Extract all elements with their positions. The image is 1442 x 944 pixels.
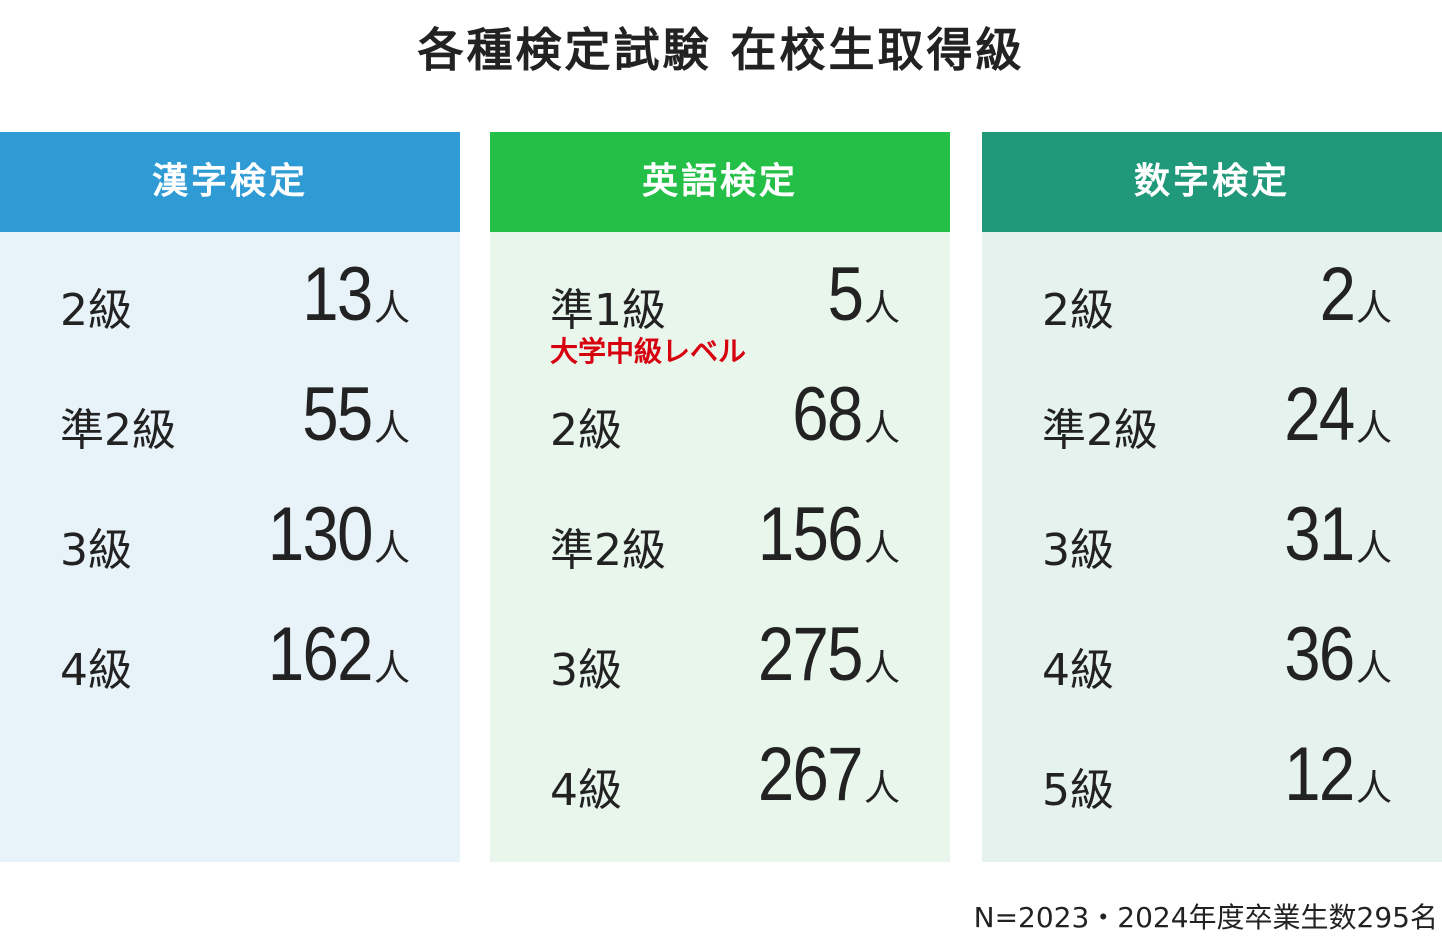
count-group: 5人 [822, 251, 900, 338]
count: 55 [302, 372, 374, 457]
title: 各種検定試験 在校生取得級 [417, 23, 1025, 77]
count-group: 156人 [741, 491, 900, 578]
row: 準2級 55人 [0, 372, 460, 472]
count: 68 [792, 372, 864, 457]
count: 2 [1319, 252, 1355, 337]
level-note: 大学中級レベル [550, 335, 747, 368]
count: 12 [1284, 732, 1356, 817]
grade: 4級 [1042, 645, 1114, 696]
unit: 人 [373, 288, 410, 329]
count-group: 162人 [251, 611, 410, 698]
unit: 人 [1355, 288, 1392, 329]
row: 準1級 5人大学中級レベル [490, 251, 950, 368]
unit: 人 [863, 288, 900, 329]
unit: 人 [1355, 768, 1392, 809]
count-group: 13人 [291, 251, 410, 338]
grade: 3級 [1042, 525, 1114, 576]
row: 4級 36人 [982, 612, 1442, 712]
unit: 人 [863, 408, 900, 449]
unit: 人 [863, 528, 900, 569]
count-group: 12人 [1273, 731, 1392, 818]
row: 3級 130人 [0, 492, 460, 592]
row: 5級 12人 [982, 732, 1442, 832]
grade: 2級 [1042, 285, 1114, 336]
count-group: 36人 [1273, 611, 1392, 698]
count-group: 275人 [741, 611, 900, 698]
row: 2級 2人 [982, 252, 1442, 352]
panel-header: 数字検定 [982, 132, 1442, 232]
unit: 人 [1355, 408, 1392, 449]
row: 3級 31人 [982, 492, 1442, 592]
unit: 人 [373, 648, 410, 689]
panel: 数字検定 2級 2人 準2級 24人 3級 31人 4級 36人 5級 12人 [982, 132, 1442, 862]
row: 準2級 156人 [490, 492, 950, 592]
grade: 3級 [550, 645, 622, 696]
count: 130 [268, 492, 374, 577]
grade: 準1級 [550, 285, 666, 336]
count-group: 130人 [251, 491, 410, 578]
row: 2級 13人 [0, 252, 460, 352]
row: 準2級 24人 [982, 372, 1442, 472]
panel: 英語検定 準1級 5人 大学中級レベル 2級 68人 準2級 156人 3級 275人 4級 267人 [490, 132, 950, 862]
count: 267 [758, 732, 864, 817]
unit: 人 [863, 768, 900, 809]
count-group: 2人 [1314, 251, 1392, 338]
grade: 3級 [60, 525, 132, 576]
unit: 人 [863, 648, 900, 689]
grade: 5級 [1042, 765, 1114, 816]
count: 156 [758, 492, 864, 577]
count: 162 [268, 612, 374, 697]
grade: 準2級 [1042, 405, 1158, 456]
footnote: N=2023・2024年度卒業生数295名 [973, 901, 1438, 934]
row: 4級 267人 [490, 732, 950, 832]
count-group: 68人 [781, 371, 900, 458]
count: 36 [1284, 612, 1356, 697]
count: 275 [758, 612, 864, 697]
grade: 準2級 [550, 525, 666, 576]
unit: 人 [1355, 648, 1392, 689]
count-group: 267人 [741, 731, 900, 818]
row: 4級 162人 [0, 612, 460, 712]
unit: 人 [373, 528, 410, 569]
grade: 4級 [60, 645, 132, 696]
panel-header: 漢字検定 [0, 132, 460, 232]
unit: 人 [373, 408, 410, 449]
grade: 2級 [60, 285, 132, 336]
panel-header: 英語検定 [490, 132, 950, 232]
count-group: 31人 [1273, 491, 1392, 578]
count: 24 [1284, 372, 1356, 457]
row: 2級 68人 [490, 372, 950, 472]
grade: 準2級 [60, 405, 176, 456]
row: 3級 275人 [490, 612, 950, 712]
panel: 漢字検定 2級 13人 準2級 55人 3級 130人 4級 162人 [0, 132, 460, 862]
count: 31 [1284, 492, 1356, 577]
grade: 4級 [550, 765, 622, 816]
count: 13 [302, 252, 374, 337]
grade: 2級 [550, 405, 622, 456]
count: 5 [827, 252, 863, 337]
count-group: 55人 [291, 371, 410, 458]
count-group: 24人 [1273, 371, 1392, 458]
unit: 人 [1355, 528, 1392, 569]
